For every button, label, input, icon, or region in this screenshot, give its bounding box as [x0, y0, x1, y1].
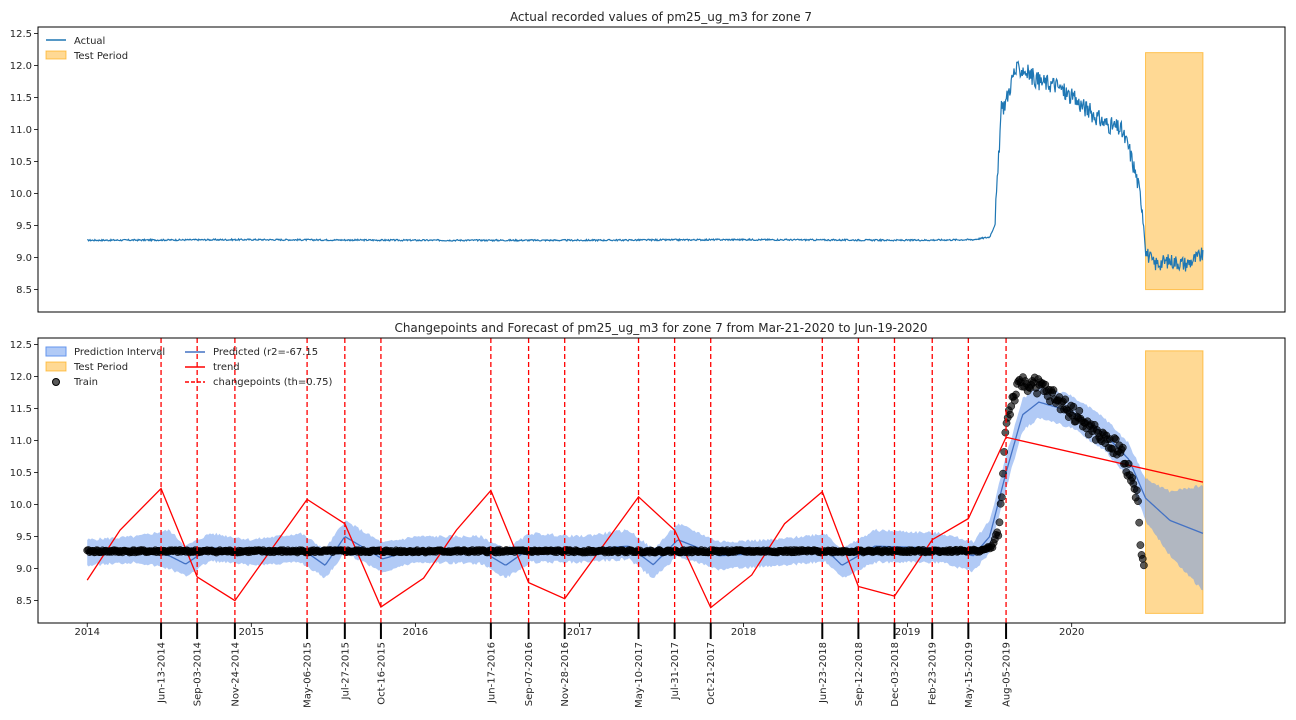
top-ytick-label: 10.0 — [10, 189, 32, 200]
top-y-ticks: 8.5 9.0 9.5 10.0 10.5 11.0 11.5 12.0 12.5 — [10, 29, 38, 296]
legend-interval-label: Prediction Interval — [74, 347, 165, 358]
top-panel: Actual recorded values of pm25_ug_m3 for… — [10, 10, 1286, 313]
train-point — [1133, 486, 1141, 495]
changepoint-date-label: Oct-16-2015 — [376, 642, 387, 705]
train-point — [999, 469, 1007, 478]
changepoint-date-label: Dec-03-2018 — [890, 642, 901, 707]
top-ytick-label: 11.5 — [10, 93, 32, 104]
train-point — [1033, 389, 1041, 398]
bottom-y-ticks: 8.5 9.0 9.5 10.0 10.5 11.0 11.5 12.0 12.5 — [10, 340, 38, 607]
top-ytick-label: 12.0 — [10, 61, 32, 72]
changepoint-date-label: May-06-2015 — [303, 642, 314, 708]
train-point — [995, 518, 1004, 527]
train-point — [1007, 402, 1016, 411]
changepoint-date-label: Oct-21-2017 — [706, 642, 717, 705]
top-chart-title: Actual recorded values of pm25_ug_m3 for… — [510, 10, 812, 24]
bottom-train-points — [83, 373, 1148, 570]
train-point — [1069, 402, 1078, 411]
top-ytick-label: 11.0 — [10, 125, 32, 136]
legend-changepoints-label: changepoints (th=0.75) — [213, 377, 332, 388]
year-tick-label: 2018 — [731, 627, 756, 638]
top-fills — [1145, 52, 1204, 291]
top-ytick-label: 9.0 — [16, 253, 32, 264]
train-point — [1001, 428, 1010, 437]
prediction-interval-band — [87, 385, 1203, 591]
year-tick-label: 2015 — [239, 627, 264, 638]
train-point — [1111, 435, 1120, 444]
changepoint-date-label: Jul-27-2015 — [340, 642, 351, 700]
year-tick-label: 2019 — [895, 627, 920, 638]
top-ytick-label: 9.5 — [16, 221, 32, 232]
train-point — [1124, 460, 1133, 468]
changepoint-date-label: May-15-2019 — [964, 642, 975, 708]
top-ytick-label: 8.5 — [16, 285, 32, 296]
top-ytick-label: 12.5 — [10, 29, 32, 40]
changepoint-date-label: Sep-12-2018 — [854, 642, 865, 706]
changepoint-date-label: Jun-17-2016 — [486, 642, 497, 704]
top-legend-test-swatch — [45, 50, 67, 60]
changepoint-date-label: Sep-03-2014 — [193, 642, 204, 706]
top-legend: Actual Test Period — [45, 36, 128, 62]
legend-trend-label: trend — [213, 362, 240, 373]
legend-train-label: Train — [73, 377, 98, 388]
train-point — [996, 499, 1005, 508]
train-point — [1006, 410, 1014, 419]
changepoint-date-label: Sep-07-2016 — [524, 642, 535, 706]
bottom-ytick-label: 8.5 — [16, 596, 32, 607]
year-tick-label: 2014 — [74, 627, 99, 638]
legend-interval-swatch — [45, 346, 67, 357]
top-legend-test-label: Test Period — [73, 51, 128, 62]
changepoint-date-label: Jun-13-2014 — [157, 642, 168, 704]
train-point — [997, 493, 1006, 502]
year-tick-label: 2020 — [1059, 627, 1084, 638]
top-ytick-label: 10.5 — [10, 157, 32, 168]
train-point — [994, 531, 1003, 540]
train-point — [1118, 443, 1127, 452]
changepoint-date-label: Feb-23-2019 — [928, 642, 939, 705]
train-point — [1138, 554, 1147, 563]
changepoint-date-label: Jun-23-2018 — [818, 642, 829, 704]
bottom-ytick-label: 12.0 — [10, 372, 32, 383]
changepoint-date-label: Nov-24-2014 — [230, 642, 241, 707]
train-point — [1075, 406, 1084, 415]
train-point — [1136, 541, 1145, 549]
top-lines — [87, 60, 1204, 272]
bottom-ytick-label: 12.5 — [10, 340, 32, 351]
train-point — [1061, 395, 1070, 404]
bottom-ytick-label: 10.5 — [10, 468, 32, 479]
year-tick-label: 2016 — [403, 627, 428, 638]
bottom-ytick-label: 10.0 — [10, 500, 32, 511]
train-point — [1135, 518, 1144, 527]
bottom-fills — [87, 350, 1204, 614]
changepoint-date-label: Aug-05-2019 — [1002, 642, 1013, 707]
changepoint-date-label: Jul-31-2017 — [670, 642, 681, 700]
changepoint-date-label: Nov-28-2016 — [560, 642, 571, 707]
bottom-x-ticks: Jun-13-2014 Sep-03-2014 Nov-24-2014 May-06-… — [74, 623, 1084, 708]
bottom-ytick-label: 9.5 — [16, 532, 32, 543]
bottom-panel: Changepoints and Forecast of pm25_ug_m3 … — [10, 321, 1286, 708]
bottom-plot-frame — [37, 337, 1286, 624]
bottom-ytick-label: 11.5 — [10, 404, 32, 415]
top-legend-actual-label: Actual — [74, 36, 105, 47]
train-point — [1012, 390, 1020, 399]
bottom-chart-title: Changepoints and Forecast of pm25_ug_m3 … — [394, 321, 927, 335]
train-point — [1134, 497, 1142, 506]
legend-train-marker — [52, 378, 60, 386]
changepoint-date-label: May-10-2017 — [634, 642, 645, 708]
train-point — [1049, 386, 1058, 394]
bottom-ytick-label: 11.0 — [10, 436, 32, 447]
train-point — [1140, 561, 1148, 570]
year-tick-label: 2017 — [567, 627, 592, 638]
legend-predicted-label: Predicted (r2=-67.15 — [213, 347, 318, 358]
legend-test-label: Test Period — [73, 362, 128, 373]
legend-test-swatch — [45, 361, 67, 372]
actual-series-line — [87, 60, 1204, 272]
top-plot-frame — [37, 26, 1286, 313]
bottom-legend: Prediction Interval Test Period Train Pr… — [45, 346, 332, 388]
top-test-period — [1145, 52, 1204, 291]
bottom-ytick-label: 9.0 — [16, 564, 32, 575]
